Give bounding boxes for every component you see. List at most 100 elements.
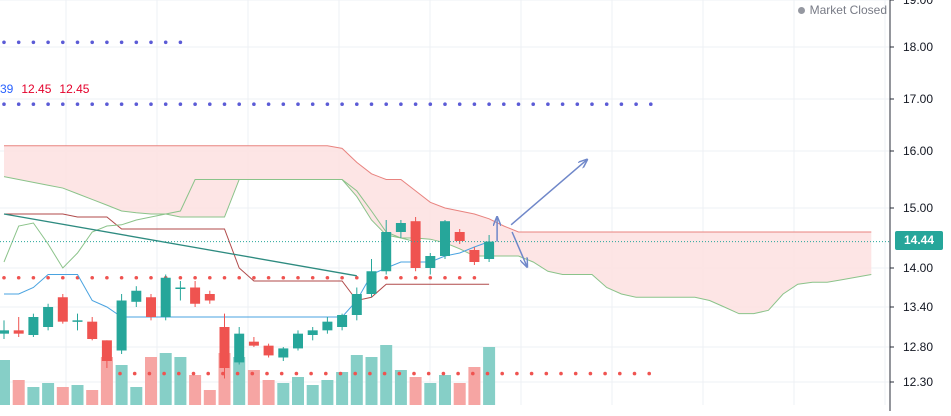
candle-body [454, 232, 465, 241]
resistance-dot [502, 102, 506, 106]
support-dot [296, 275, 300, 280]
resistance-dot [31, 40, 36, 45]
ichimoku-cloud [3, 145, 872, 315]
volume-bar [247, 370, 260, 405]
price-tick-label: 13.40 [903, 300, 933, 314]
support-dot [105, 275, 109, 280]
support-dot [221, 371, 225, 376]
volume-bar [409, 377, 422, 405]
support-dot [279, 371, 284, 376]
candle-body [101, 340, 112, 361]
support-dot [294, 371, 299, 376]
resistance-dot [634, 102, 638, 106]
projection-arrows [0, 160, 890, 267]
volume-bar [71, 385, 84, 405]
candle-body [175, 287, 186, 289]
resistance-dot [325, 102, 330, 106]
candle-body [425, 256, 436, 268]
candle-body [263, 345, 274, 356]
resistance-dot [61, 102, 65, 106]
resistance-dot [443, 102, 447, 106]
support-dot [428, 275, 433, 280]
resistance-dot [119, 40, 124, 45]
resistance-dot [105, 40, 109, 45]
resistance-dot [457, 102, 462, 106]
support-dot [162, 371, 166, 376]
resistance-dot [619, 102, 624, 106]
candle-body [13, 330, 24, 334]
candle-body [43, 307, 54, 327]
support-dot [119, 275, 124, 280]
resistance-dot [90, 40, 94, 45]
support-dot [443, 275, 447, 280]
support-dot [252, 275, 256, 280]
support-dot [647, 371, 651, 376]
support-dot [426, 371, 431, 376]
arrow-down [511, 231, 527, 267]
support-dot [149, 275, 153, 280]
resistance-dot [472, 102, 477, 106]
volume-bar [189, 375, 202, 405]
volume-bar [336, 372, 349, 405]
resistance-dot [193, 102, 197, 106]
cloud-fill [4, 145, 872, 314]
resistance-dot [237, 102, 241, 106]
resistance-dot [90, 102, 94, 106]
volume-bar [174, 357, 187, 405]
volume-bar [42, 383, 55, 405]
candle-body [57, 297, 68, 322]
volume-bar [159, 353, 172, 405]
resistance-dot [16, 102, 21, 106]
resistance-dot [208, 102, 212, 106]
status-dot-icon [797, 6, 805, 14]
support-dot [281, 275, 286, 280]
support-dot [368, 371, 372, 376]
support-dot [573, 371, 578, 376]
candle-body [366, 271, 377, 294]
support-dot [603, 371, 607, 376]
price-tick-label: 18.00 [903, 40, 933, 54]
candle-body [351, 294, 362, 315]
support-dot [485, 371, 490, 376]
market-status-label: Market Closed [809, 3, 887, 17]
resistance-dot [119, 102, 124, 106]
support-dot [456, 371, 460, 376]
candle-body [469, 250, 480, 262]
candle-body [278, 348, 289, 358]
resistance-dot [355, 102, 359, 106]
resistance-dot [149, 40, 153, 45]
volume-bar [277, 383, 290, 405]
candle-body [322, 321, 333, 331]
level-dots [2, 40, 653, 376]
volume-bar [483, 347, 496, 405]
support-dot [235, 371, 240, 376]
resistance-dot [384, 102, 389, 106]
volume-bar [365, 357, 378, 405]
volume-bar [203, 390, 216, 405]
volume-bar [321, 380, 334, 405]
volume-bar [145, 357, 157, 405]
price-tick-label: 12.30 [903, 375, 933, 389]
candle-body [131, 290, 142, 302]
resistance-dot [369, 102, 374, 106]
support-dot [618, 371, 622, 376]
support-dot [399, 275, 403, 280]
support-dot [208, 275, 212, 280]
resistance-dot [178, 40, 183, 45]
candles[interactable] [0, 217, 495, 379]
arrow-up-long [510, 160, 587, 226]
resistance-dot [310, 102, 315, 106]
tenkan-line [4, 241, 490, 318]
price-tick-label: 12.80 [903, 340, 933, 354]
chikou-line [3, 179, 416, 269]
support-dot [382, 371, 387, 376]
price-axis[interactable]: 19.00 18.00 17.00 16.00 15.00 14.00 13.40 12.80… [889, 0, 951, 411]
support-dot [178, 275, 183, 280]
last-price-badge: 14.44 [895, 231, 943, 250]
support-dot [457, 275, 462, 280]
resistance-dot [413, 102, 418, 106]
resistance-dot [590, 102, 594, 106]
volume-bar [100, 357, 113, 405]
